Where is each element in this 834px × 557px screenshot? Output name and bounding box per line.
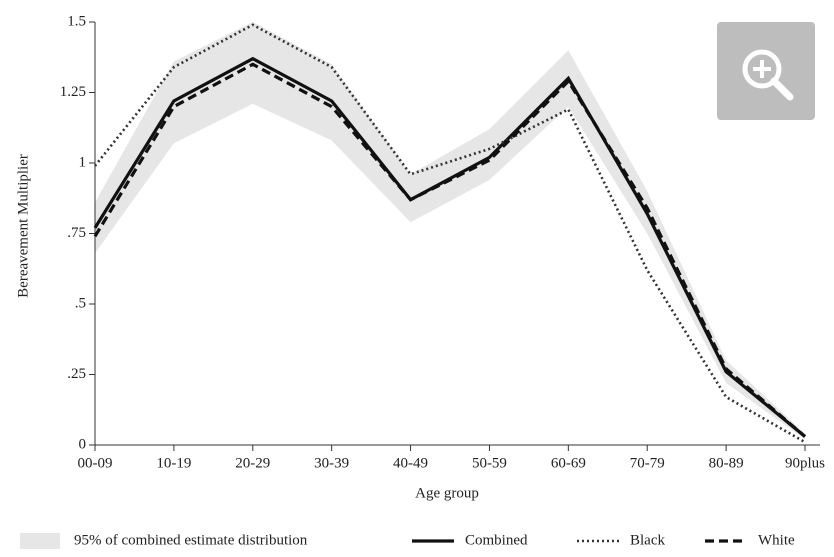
legend-label: Black [630,532,665,548]
y-tick-label: .25 [67,366,86,382]
y-tick-label: 1.5 [67,13,86,29]
y-tick-label: 1.25 [60,84,86,100]
x-tick-label: 60-69 [551,455,586,471]
x-tick-label: 50-59 [472,455,507,471]
x-tick-label: 40-49 [393,455,428,471]
y-tick-label: 0 [79,436,87,452]
legend-label: Combined [465,532,528,548]
plot: 0 .25 .5 .75 1 1.25 1.5 00-09 10-19 20-29 30-39 40-… [20,13,825,549]
legend-label: White [758,532,795,548]
x-tick-label: 90plus [785,455,825,471]
legend-label: 95% of combined estimate distribution [74,532,308,548]
x-tick-label: 10-19 [156,455,191,471]
legend-swatch [20,533,60,549]
zoom-handle [770,77,794,101]
y-tick-label: .75 [67,225,86,241]
zoom-lens [742,49,782,89]
x-tick-label: 70-79 [630,455,665,471]
x-tick-label: 00-09 [78,455,113,471]
x-axis-title: Age group [415,485,479,501]
y-tick-label: 1 [79,154,87,170]
confidence-band [95,22,805,440]
x-tick-label: 20-29 [235,455,270,471]
zoom-button[interactable] [717,22,815,120]
series-line [93,62,807,438]
x-tick-label: 30-39 [314,455,349,471]
y-tick-label: .5 [75,295,86,311]
series-line [93,23,806,444]
x-tick-label: 80-89 [709,455,744,471]
y-axis-title: Bereavement Multiplier [15,154,31,298]
